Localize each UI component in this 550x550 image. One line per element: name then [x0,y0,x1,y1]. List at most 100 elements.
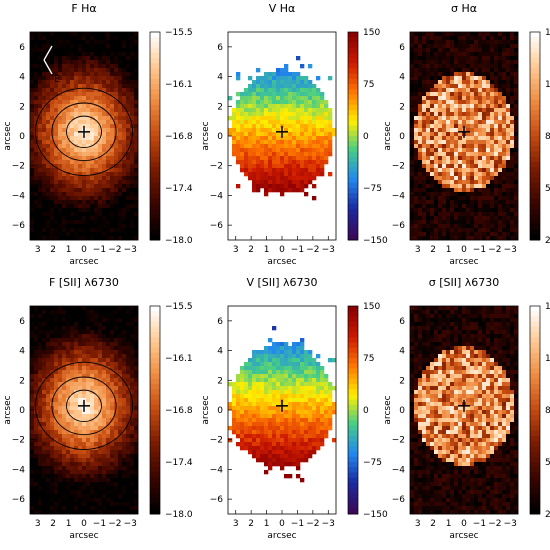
map-pixel [110,402,115,407]
map-pixel [118,204,123,209]
map-pixel [442,156,447,161]
map-pixel [410,168,415,173]
map-pixel [506,132,511,137]
map-pixel [418,124,423,129]
map-pixel [300,180,305,185]
map-pixel [82,200,87,205]
map-pixel [118,406,123,411]
map-pixel [34,112,39,117]
map-pixel [70,314,75,319]
map-pixel [510,112,515,117]
map-pixel [450,108,455,113]
map-pixel [422,128,427,133]
map-pixel [58,52,63,57]
map-pixel [446,132,451,137]
x-tick-label: −2 [108,245,121,255]
map-pixel [34,482,39,487]
map-pixel [78,306,83,311]
map-pixel [90,124,95,129]
map-pixel [130,482,135,487]
map-pixel [114,426,119,431]
map-pixel [458,140,463,145]
map-pixel [38,462,43,467]
map-pixel [418,52,423,57]
map-pixel [86,116,91,121]
map-pixel [74,486,79,491]
map-pixel [462,72,467,77]
map-pixel [34,342,39,347]
map-pixel [410,56,415,61]
map-pixel [458,192,463,197]
map-pixel [50,176,55,181]
map-pixel [110,370,115,375]
map-pixel [126,32,131,37]
map-pixel [490,140,495,145]
map-pixel [482,120,487,125]
map-pixel [474,88,479,93]
colorbar-tick-label: −16.1 [165,80,193,90]
map-pixel [264,136,269,141]
map-pixel [46,406,51,411]
colorbar-swatch [150,120,160,127]
map-pixel [134,120,139,125]
map-pixel [438,204,443,209]
map-pixel [38,354,43,359]
map-pixel [38,52,43,57]
map-pixel [126,92,131,97]
map-pixel [66,482,71,487]
map-pixel [54,434,59,439]
map-pixel [46,358,51,363]
map-pixel [106,386,111,391]
map-pixel [248,88,253,93]
map-pixel [34,406,39,411]
map-pixel [304,92,309,97]
map-pixel [42,124,47,129]
map-pixel [422,176,427,181]
map-pixel [66,342,71,347]
map-pixel [94,338,99,343]
map-pixel [418,152,423,157]
map-pixel [312,176,317,181]
map-pixel [276,152,281,157]
map-pixel [130,228,135,233]
map-pixel [300,92,305,97]
map-pixel [54,40,59,45]
map-pixel [82,318,87,323]
map-pixel [86,80,91,85]
map-pixel [134,350,139,355]
map-pixel [82,48,87,53]
y-tick-label: 2 [19,102,25,112]
map-pixel [66,84,71,89]
map-pixel [62,358,67,363]
map-pixel [130,36,135,41]
map-pixel [74,446,79,451]
map-pixel [106,212,111,217]
map-pixel [118,140,123,145]
colorbar-tick-label: −18.0 [165,236,193,246]
map-pixel [38,136,43,141]
map-pixel [110,310,115,315]
map-pixel [248,136,253,141]
map-pixel [470,112,475,117]
map-pixel [462,84,467,89]
map-pixel [86,76,91,81]
map-pixel [134,68,139,73]
map-pixel [434,108,439,113]
map-pixel [30,478,35,483]
map-pixel [62,418,67,423]
map-pixel [78,370,83,375]
map-pixel [30,394,35,399]
map-pixel [106,112,111,117]
map-pixel [430,144,435,149]
map-pixel [42,394,47,399]
colorbar-swatch [348,156,358,163]
map-pixel [94,64,99,69]
map-pixel [514,32,519,37]
map-pixel [498,88,503,93]
map-pixel [454,44,459,49]
map-pixel [106,52,111,57]
map-pixel [410,60,415,65]
map-pixel [474,84,479,89]
map-pixel [90,478,95,483]
map-pixel [510,148,515,153]
